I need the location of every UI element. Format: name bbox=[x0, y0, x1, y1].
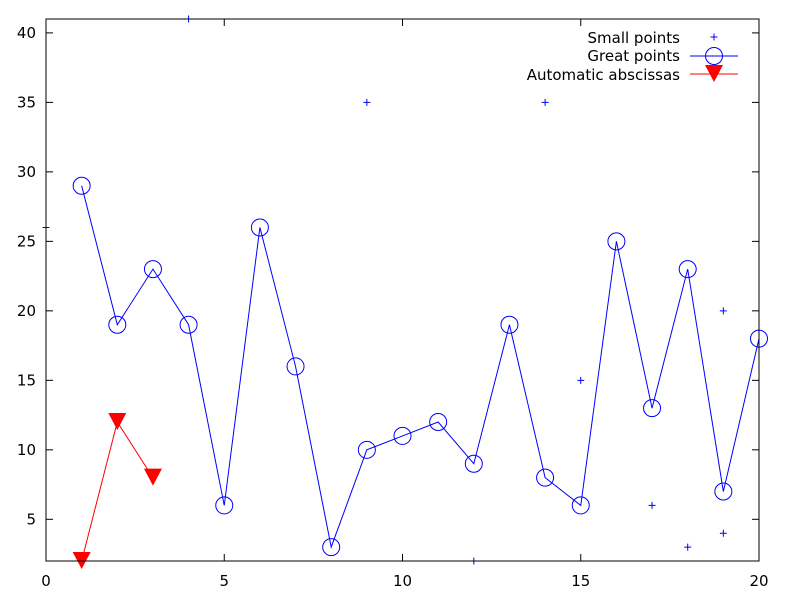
plot-border bbox=[45, 18, 760, 562]
x-tick-label: 20 bbox=[749, 572, 768, 590]
plus-marker bbox=[577, 376, 585, 384]
circle-marker bbox=[322, 538, 341, 557]
circle-marker bbox=[393, 426, 412, 445]
circle-marker bbox=[215, 496, 234, 515]
circle-marker bbox=[250, 218, 269, 237]
plus-marker bbox=[719, 307, 727, 315]
circle-marker bbox=[464, 454, 483, 473]
series-small-points bbox=[42, 15, 727, 565]
legend-plus-icon bbox=[710, 33, 718, 41]
y-tick-label: 5 bbox=[26, 510, 36, 528]
series-automatic-abscissas bbox=[72, 413, 162, 569]
line-path bbox=[81, 185, 759, 549]
circle-marker bbox=[286, 357, 305, 376]
x-tick-label: 0 bbox=[41, 572, 51, 590]
plot-area bbox=[42, 15, 768, 569]
circle-marker bbox=[179, 315, 198, 334]
y-tick-label: 10 bbox=[17, 441, 36, 459]
legend-triangle-icon bbox=[705, 65, 723, 82]
y-tick-label: 25 bbox=[17, 232, 36, 250]
legend: Small points Great points Automatic absc… bbox=[527, 29, 738, 84]
y-tick-label: 35 bbox=[17, 93, 36, 111]
axis-ticks bbox=[45, 19, 760, 561]
plus-marker bbox=[363, 98, 371, 106]
series-line bbox=[81, 420, 154, 561]
circle-marker bbox=[108, 315, 127, 334]
circle-marker bbox=[678, 260, 697, 279]
y-tick-label: 20 bbox=[17, 302, 36, 320]
triangle-marker bbox=[108, 413, 127, 431]
y-tick-label: 30 bbox=[17, 163, 36, 181]
legend-circle-icon bbox=[705, 47, 723, 65]
legend-keys bbox=[690, 33, 738, 82]
y-tick-label: 40 bbox=[17, 24, 36, 42]
circle-marker bbox=[571, 496, 590, 515]
plus-marker bbox=[541, 98, 549, 106]
x-tick-label: 10 bbox=[393, 572, 412, 590]
circle-marker bbox=[643, 399, 662, 418]
x-tick-label: 15 bbox=[571, 572, 590, 590]
legend-label-small-points: Small points bbox=[588, 29, 681, 47]
circle-marker bbox=[357, 440, 376, 459]
plus-marker bbox=[719, 529, 727, 537]
circle-marker bbox=[607, 232, 626, 251]
series-line bbox=[81, 185, 759, 549]
line-path bbox=[81, 420, 154, 561]
circle-marker bbox=[500, 315, 519, 334]
axis-tick-labels: 0 5 10 15 20 5 10 15 20 25 30 35 40 bbox=[17, 24, 769, 590]
circle-marker bbox=[72, 176, 91, 195]
x-tick-label: 5 bbox=[219, 572, 229, 590]
plus-marker bbox=[684, 543, 692, 551]
plus-marker bbox=[648, 501, 656, 509]
legend-label-automatic-abscissas: Automatic abscissas bbox=[527, 66, 680, 84]
legend-label-great-points: Great points bbox=[587, 47, 680, 65]
circle-marker bbox=[429, 413, 448, 432]
circle-marker bbox=[536, 468, 555, 487]
series-great-points bbox=[72, 176, 768, 557]
triangle-marker bbox=[143, 468, 162, 486]
y-tick-label: 15 bbox=[17, 371, 36, 389]
circle-marker bbox=[143, 260, 162, 279]
circle-marker bbox=[714, 482, 733, 501]
